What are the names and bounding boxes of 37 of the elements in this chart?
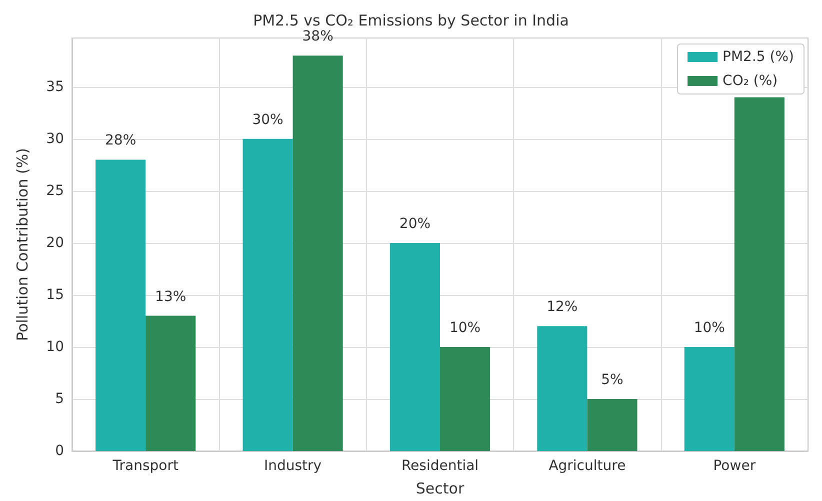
x-tick-label: Industry xyxy=(264,458,322,474)
y-tick-label: 10 xyxy=(46,338,64,355)
x-tick-label: Residential xyxy=(401,458,479,474)
y-tick-label: 30 xyxy=(46,130,64,147)
data-label: 5% xyxy=(601,372,624,388)
y-tick-label: 25 xyxy=(46,182,64,199)
bar xyxy=(242,138,293,451)
legend-label: CO₂ (%) xyxy=(722,73,778,89)
data-label: 20% xyxy=(399,216,431,232)
bar xyxy=(390,242,440,451)
x-tick-label: Agriculture xyxy=(548,458,626,474)
y-tick-label: 15 xyxy=(46,286,64,303)
bar xyxy=(292,56,343,451)
data-label: 10% xyxy=(449,320,481,336)
y-tick-label: 0 xyxy=(55,443,64,459)
data-label: 12% xyxy=(546,299,578,316)
bar xyxy=(587,398,638,451)
y-tick-label: 20 xyxy=(46,234,64,251)
data-label: 30% xyxy=(252,112,284,128)
data-label: 13% xyxy=(155,288,186,305)
x-axis-title: Sector xyxy=(416,480,465,498)
bar xyxy=(440,346,490,451)
data-label: 28% xyxy=(105,132,136,149)
bar xyxy=(96,160,146,451)
bar xyxy=(537,326,588,451)
data-label: 10% xyxy=(694,320,725,336)
y-tick-label: 35 xyxy=(46,78,64,95)
x-tick-label: Power xyxy=(713,458,756,474)
x-tick-label: Transport xyxy=(112,458,179,474)
bar xyxy=(734,97,784,451)
chart-title: PM2.5 vs CO₂ Emissions by Sector in India xyxy=(253,12,569,30)
legend-label: PM2.5 (%) xyxy=(722,49,794,65)
bar xyxy=(146,316,196,451)
data-label: 38% xyxy=(302,28,334,45)
y-tick-label: 5 xyxy=(55,390,64,407)
bar xyxy=(684,346,734,451)
y-axis-title: Pollution Contribution (%) xyxy=(14,148,32,341)
